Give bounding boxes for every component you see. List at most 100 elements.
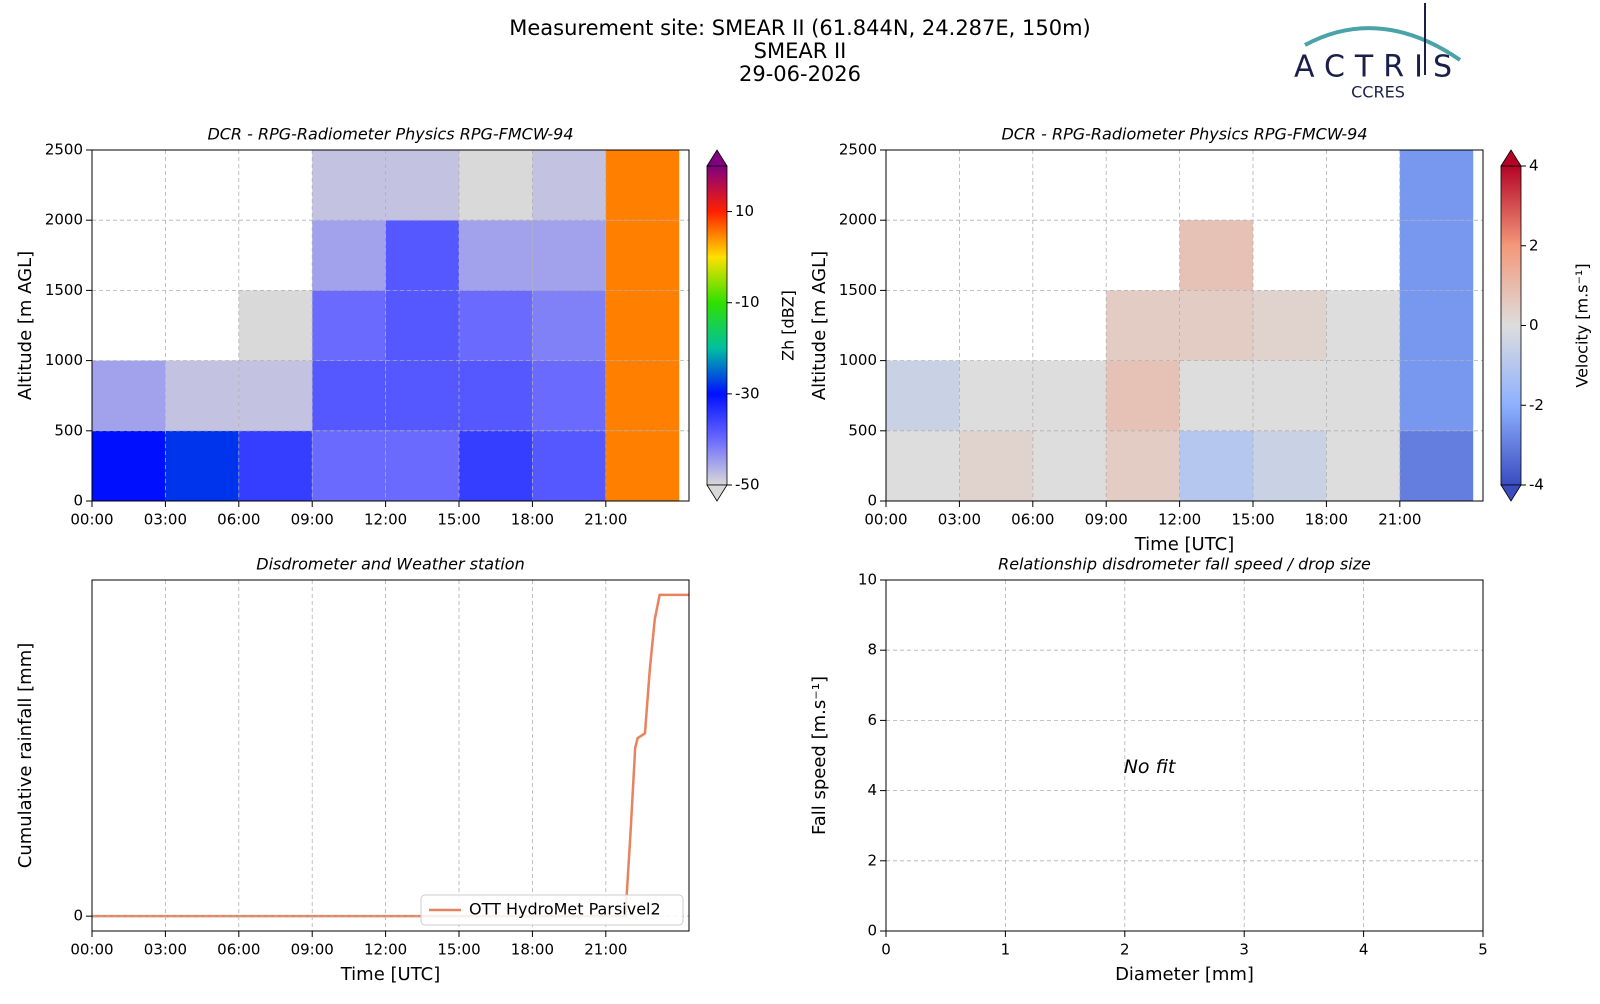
x-tick-label: 1 bbox=[1001, 941, 1011, 959]
colorbar-tick-label: -4 bbox=[1529, 476, 1544, 494]
heatmap-cell bbox=[532, 220, 606, 291]
y-axis-label: Altitude [m AGL] bbox=[15, 251, 36, 400]
y-tick-label: 0 bbox=[73, 492, 83, 510]
legend-box bbox=[420, 894, 684, 926]
x-tick-label: 12:00 bbox=[1158, 511, 1201, 529]
x-tick-label: 2 bbox=[1120, 941, 1130, 959]
heatmap-cell bbox=[886, 430, 960, 501]
y-tick-label: 2000 bbox=[45, 211, 83, 229]
colorbar bbox=[1500, 165, 1522, 486]
heatmap-cell bbox=[459, 360, 533, 431]
heatmap-cell bbox=[959, 360, 1033, 431]
heatmap-cell bbox=[312, 430, 386, 501]
heatmap-cell bbox=[959, 430, 1033, 501]
x-tick-label: 00:00 bbox=[864, 511, 907, 529]
colorbar bbox=[706, 165, 728, 486]
colorbar-tick-label: 10 bbox=[735, 202, 754, 220]
heatmap-cell bbox=[1253, 430, 1327, 501]
heatmap-cell bbox=[1179, 360, 1254, 431]
colorbar-tick-label: -50 bbox=[735, 476, 760, 494]
heatmap-cell bbox=[238, 360, 313, 431]
y-tick-label: 0 bbox=[867, 922, 877, 940]
heatmap-cell bbox=[238, 290, 313, 361]
heatmap-cell bbox=[1106, 430, 1180, 501]
y-tick-label: 1500 bbox=[45, 281, 83, 299]
heatmap-cell bbox=[605, 220, 680, 291]
y-tick-label: 500 bbox=[848, 421, 877, 439]
heatmap-cell bbox=[312, 290, 386, 361]
x-tick-label: 5 bbox=[1478, 941, 1488, 959]
logo-arc bbox=[1304, 26, 1462, 62]
heatmap-cell bbox=[1253, 360, 1327, 431]
x-tick-label: 18:00 bbox=[1305, 511, 1348, 529]
heatmap-cell bbox=[532, 290, 606, 361]
x-tick-label: 00:00 bbox=[70, 511, 113, 529]
heatmap-cell bbox=[385, 290, 460, 361]
axes-frame bbox=[91, 579, 690, 932]
x-axis-label: Time [UTC] bbox=[1134, 534, 1235, 555]
axes-title: Relationship disdrometer fall speed / dr… bbox=[998, 555, 1371, 574]
heatmap-cell bbox=[312, 150, 386, 221]
heatmap-cell bbox=[605, 290, 680, 361]
x-tick-label: 0 bbox=[881, 941, 891, 959]
y-tick-label: 6 bbox=[867, 711, 877, 729]
x-tick-label: 09:00 bbox=[291, 511, 334, 529]
colorbar-tick-label: 0 bbox=[1529, 316, 1539, 334]
axes-title: Disdrometer and Weather station bbox=[256, 555, 524, 574]
figure-title: Measurement site: SMEAR II (61.844N, 24.… bbox=[509, 16, 1091, 40]
heatmap-cell bbox=[1106, 290, 1180, 361]
x-tick-label: 03:00 bbox=[938, 511, 981, 529]
x-tick-label: 18:00 bbox=[511, 941, 554, 959]
heatmap-cell bbox=[459, 150, 533, 221]
y-tick-label: 1000 bbox=[839, 351, 877, 369]
panel: 0 1 2 3 4 5 0 2 4 6 8 10 Relationship disdrometer fa… bbox=[809, 555, 1488, 986]
x-tick-label: 21:00 bbox=[584, 941, 627, 959]
x-tick-label: 15:00 bbox=[1231, 511, 1274, 529]
x-tick-label: 00:00 bbox=[70, 941, 113, 959]
panel: 00:00 03:00 06:00 09:00 12:00 15:00 18:00 21:00… bbox=[15, 125, 798, 529]
x-axis-label: Diameter [mm] bbox=[1115, 964, 1254, 985]
x-tick-label: 12:00 bbox=[364, 511, 407, 529]
y-axis-label: Cumulative rainfall [mm] bbox=[15, 643, 36, 869]
colorbar-extend-max bbox=[706, 149, 728, 167]
axes-title: DCR - RPG-Radiometer Physics RPG-FMCW-94 bbox=[1001, 125, 1367, 144]
heatmap-cell bbox=[92, 360, 166, 431]
heatmap-cell bbox=[1399, 360, 1474, 431]
heatmap-cell bbox=[1399, 220, 1474, 291]
y-tick-label: 500 bbox=[54, 421, 83, 439]
colorbar-label: Velocity [m.s⁻¹] bbox=[1573, 263, 1592, 387]
heatmap-cell bbox=[165, 360, 239, 431]
colorbar-label: Zh [dBZ] bbox=[779, 290, 798, 361]
heatmap-cell bbox=[532, 150, 606, 221]
colorbar-tick-label: -30 bbox=[735, 384, 760, 402]
heatmap-cell bbox=[1399, 150, 1474, 221]
y-tick-label: 1500 bbox=[839, 281, 877, 299]
heatmap-cell bbox=[886, 360, 960, 431]
y-tick-label: 4 bbox=[867, 781, 877, 799]
heatmap-cell bbox=[312, 220, 386, 291]
heatmap-cell bbox=[238, 430, 313, 501]
x-tick-label: 06:00 bbox=[217, 941, 260, 959]
date: 29-06-2026 bbox=[739, 62, 861, 86]
axes-frame bbox=[91, 149, 690, 502]
logo-name: ACTRIS bbox=[1294, 50, 1462, 85]
heatmap-cell bbox=[459, 220, 533, 291]
y-tick-label: 2 bbox=[867, 851, 877, 869]
x-tick-label: 03:00 bbox=[144, 511, 187, 529]
colorbar-tick-label: 2 bbox=[1529, 236, 1539, 254]
heatmap-cell bbox=[532, 360, 606, 431]
heatmap-cell bbox=[459, 290, 533, 361]
heatmap-cell bbox=[1399, 430, 1474, 501]
y-axis-label: Altitude [m AGL] bbox=[809, 251, 830, 400]
x-tick-label: 15:00 bbox=[437, 941, 480, 959]
heatmap-cell bbox=[1106, 360, 1180, 431]
colorbar-extend-min bbox=[706, 484, 728, 502]
y-tick-label: 1000 bbox=[45, 351, 83, 369]
x-tick-label: 09:00 bbox=[291, 941, 334, 959]
heatmap-cell bbox=[532, 430, 606, 501]
x-tick-label: 15:00 bbox=[437, 511, 480, 529]
y-tick-label: 8 bbox=[867, 641, 877, 659]
x-tick-label: 4 bbox=[1359, 941, 1369, 959]
